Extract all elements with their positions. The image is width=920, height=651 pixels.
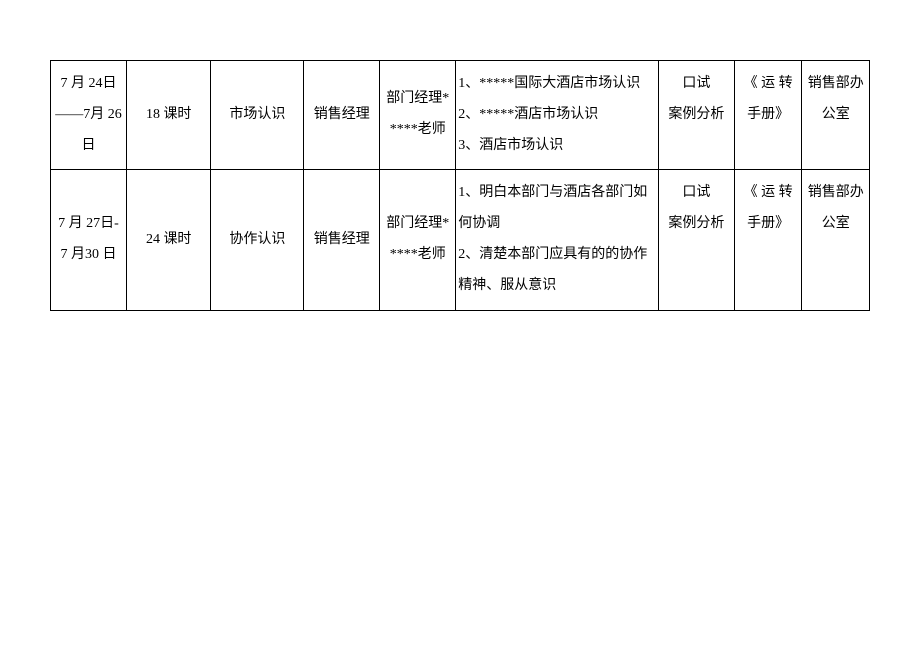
cell-manual: 《 运 转手册》 [734, 61, 802, 170]
table-row: 7 月 24日——7月 26 日 18 课时 市场认识 销售经理 部门经理***… [51, 61, 870, 170]
cell-location: 销售部办公室 [802, 61, 870, 170]
cell-topic: 市场认识 [211, 61, 304, 170]
table-row: 7 月 27日-7 月30 日 24 课时 协作认识 销售经理 部门经理****… [51, 170, 870, 310]
cell-manager: 销售经理 [304, 170, 380, 310]
cell-location: 销售部办公室 [802, 170, 870, 310]
cell-hours: 24 课时 [126, 170, 210, 310]
cell-exam: 口试案例分析 [658, 170, 734, 310]
cell-teacher: 部门经理*****老师 [380, 61, 456, 170]
cell-content: 1、明白本部门与酒店各部门如何协调2、清楚本部门应具有的的协作精神、服从意识 [456, 170, 659, 310]
cell-content: 1、*****国际大酒店市场认识2、*****酒店市场认识3、酒店市场认识 [456, 61, 659, 170]
cell-teacher: 部门经理*****老师 [380, 170, 456, 310]
cell-hours: 18 课时 [126, 61, 210, 170]
cell-date: 7 月 24日——7月 26 日 [51, 61, 127, 170]
cell-exam: 口试案例分析 [658, 61, 734, 170]
cell-manual: 《 运 转手册》 [734, 170, 802, 310]
cell-topic: 协作认识 [211, 170, 304, 310]
training-schedule-table: 7 月 24日——7月 26 日 18 课时 市场认识 销售经理 部门经理***… [50, 60, 870, 311]
cell-manager: 销售经理 [304, 61, 380, 170]
cell-date: 7 月 27日-7 月30 日 [51, 170, 127, 310]
